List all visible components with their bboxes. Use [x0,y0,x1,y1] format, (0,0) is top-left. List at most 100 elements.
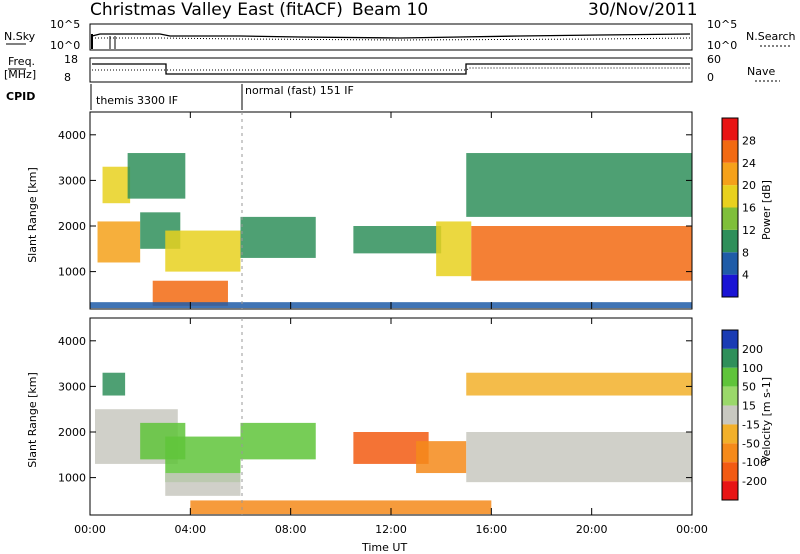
nave-tick-top: 60 [707,53,721,66]
velocity-panel: 1000 2000 3000 4000 Slant Range [km] [26,317,693,516]
echo-region [165,473,241,496]
x-tick-label: 00:00 [74,523,106,536]
station-title: Christmas Valley East (fitACF) [90,0,343,20]
date-label: 30/Nov/2011 [588,0,698,20]
echo-region [102,372,126,396]
velocity-y-axis-label: Slant Range [km] [26,372,39,468]
echo-region [466,432,692,483]
colorbar-tick-label: 12 [742,224,756,237]
echo-region [353,226,442,254]
colorbar-swatch [722,274,738,297]
x-tick-label: 20:00 [576,523,608,536]
colorbar-swatch [722,229,738,253]
colorbar-swatch [722,348,738,368]
echo-region [190,500,492,515]
y-tick-label: 4000 [58,129,86,142]
nsearch-tick-bottom: 10^0 [707,39,737,52]
colorbar-swatch [722,443,738,463]
colorbar-tick-label: -200 [742,475,767,488]
echo-region [466,153,692,217]
echo-region [152,280,228,306]
y-tick-label: 3000 [58,380,86,393]
echo-region [127,153,186,199]
colorbar-tick-label: -15 [742,418,760,431]
x-tick-label: 00:00 [676,523,708,536]
x-tick-label: 16:00 [475,523,507,536]
colorbar-swatch [722,140,738,163]
colorbar-swatch [722,481,738,500]
nsky-panel: N.Sky 10^5 10^0 10^5 10^0 N.Search [4,18,796,52]
y-tick-label: 4000 [58,335,86,348]
echo-region [240,422,316,460]
power-colorbar-label: Power [dB] [760,180,773,240]
nsearch-tick-top: 10^5 [707,18,737,31]
nsky-label: N.Sky [4,30,36,43]
freq-unit-label: [MHz] [4,68,36,81]
x-tick-label: 04:00 [174,523,206,536]
colorbar-swatch [722,185,738,208]
nave-label: Nave [747,65,775,78]
colorbar-tick-label: 24 [742,157,756,170]
power-y-axis-label: Slant Range [km] [26,167,39,263]
echo-region [102,166,131,204]
colorbar-swatch [722,405,738,425]
power-colorbar: 4 8 12 16 20 24 28 [721,117,756,298]
cpid-label: CPID [6,90,35,103]
power-panel: 1000 2000 3000 4000 Slant Range [km] [26,111,693,310]
colorbar-frame [721,329,739,501]
echo-region [416,441,467,474]
y-tick-label: 3000 [58,174,86,187]
power-y-axis: 1000 2000 3000 4000 [58,129,692,279]
colorbar-tick-label: 20 [742,179,756,192]
echo-region [471,226,692,281]
x-tick-label: 12:00 [375,523,407,536]
colorbar-tick-label: 28 [742,134,756,147]
echo-region [97,221,141,263]
colorbar-tick-label: 4 [742,269,749,282]
colorbar-tick-label: 16 [742,202,756,215]
colorbar-swatch [722,424,738,444]
colorbar-swatch [722,367,738,387]
colorbar-tick-label: 50 [742,381,756,394]
colorbar-tick-label: 8 [742,246,749,259]
colorbar-frame [721,117,739,298]
colorbar-tick-label: -100 [742,456,767,469]
colorbar-swatch [722,462,738,482]
y-tick-label: 1000 [58,266,86,279]
y-tick-label: 1000 [58,472,86,485]
velocity-colorbar-label: Velocity [m s-1] [760,377,773,463]
cpid-segment-themis: themis 3300 IF [96,94,178,107]
colorbar-swatch [722,386,738,406]
colorbar-swatch [722,207,738,230]
colorbar-swatch [722,252,738,275]
velocity-y-axis: 1000 2000 3000 4000 [58,335,692,485]
colorbar-swatch [722,162,738,186]
colorbar-tick-label: -50 [742,437,760,450]
colorbar-swatch [722,330,738,349]
colorbar-tick-label: 200 [742,343,763,356]
nsearch-label: N.Search [746,30,796,43]
colorbar-tick-label: 15 [742,400,756,413]
nsky-tick-bottom: 10^0 [50,39,80,52]
echo-region [165,230,241,272]
colorbar-swatch [722,118,738,141]
time-axis: 00:00 04:00 08:00 12:00 16:00 20:00 00:00 [74,112,708,536]
echo-region [240,216,316,258]
y-tick-label: 2000 [58,426,86,439]
freq-panel: Freq. [MHz] 18 8 60 0 Nave [4,53,780,84]
time-axis-label: Time UT [361,541,407,554]
beam-label: Beam 10 [352,0,428,20]
freq-tick-top: 18 [64,53,78,66]
nsky-tick-top: 10^5 [50,18,80,31]
power-echo-layer [90,153,692,309]
cpid-panel: CPID themis 3300 IF normal (fast) 151 IF [6,84,354,110]
velocity-colorbar: 200 100 50 15 -15 -50 -100 -200 [721,329,767,501]
velocity-echo-layer [95,372,692,515]
x-tick-label: 08:00 [275,523,307,536]
cpid-segment-normal: normal (fast) 151 IF [245,84,354,97]
freq-tick-bottom: 8 [64,71,71,84]
freq-label: Freq. [8,55,35,68]
echo-region [466,372,692,396]
echo-region [436,221,472,277]
